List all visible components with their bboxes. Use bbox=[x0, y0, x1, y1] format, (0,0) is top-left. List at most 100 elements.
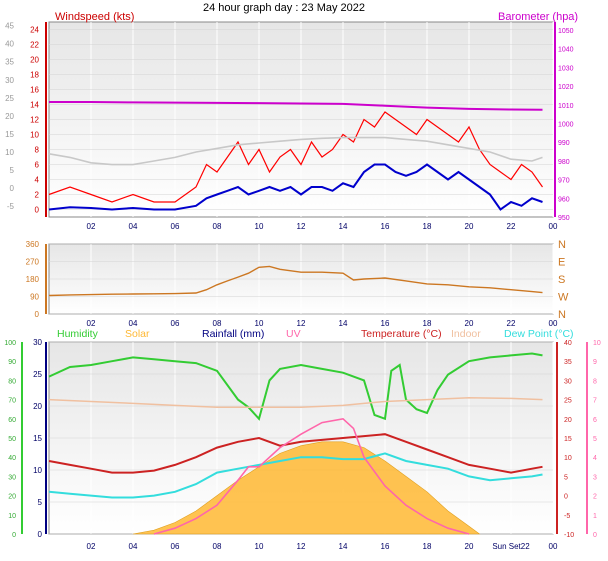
uv-tick-label: 1 bbox=[593, 513, 597, 520]
x-tick-label: 10 bbox=[255, 542, 264, 551]
humidity-tick-label: 0 bbox=[12, 532, 16, 539]
rain-tick-label: 15 bbox=[33, 434, 42, 443]
y-inner-tick-label: 12 bbox=[30, 116, 39, 125]
compass-label: S bbox=[558, 274, 565, 286]
temp-tick-label: 40 bbox=[564, 340, 572, 347]
y-outer-tick-label: 40 bbox=[5, 40, 14, 49]
x-tick-label: 06 bbox=[171, 319, 180, 328]
series-line bbox=[48, 352, 543, 421]
series-line bbox=[48, 163, 543, 211]
uv-tick-label: 8 bbox=[593, 378, 597, 385]
y-right-tick-label: 960 bbox=[558, 196, 570, 203]
y-right-tick-label: 1040 bbox=[558, 47, 574, 54]
y-inner-tick-label: 16 bbox=[30, 86, 39, 95]
y-tick-label: 270 bbox=[26, 258, 40, 267]
humidity-tick-label: 20 bbox=[8, 494, 16, 501]
y-outer-tick-label: 25 bbox=[5, 94, 14, 103]
rain-tick-label: 0 bbox=[38, 530, 43, 539]
humidity-tick-label: 50 bbox=[8, 436, 16, 443]
x-tick-label: 18 bbox=[423, 542, 432, 551]
x-tick-label: 08 bbox=[213, 542, 222, 551]
legend-item: Dew Point (°C) bbox=[504, 328, 574, 340]
x-tick-label: 00 bbox=[549, 542, 558, 551]
x-tick-label: 16 bbox=[381, 542, 390, 551]
x-tick-label: 08 bbox=[213, 319, 222, 328]
humidity-tick-label: 90 bbox=[8, 359, 16, 366]
x-tick-label: 06 bbox=[171, 222, 180, 231]
legend-item: UV bbox=[286, 328, 301, 340]
series-line bbox=[48, 111, 543, 203]
y-inner-tick-label: 4 bbox=[35, 176, 40, 185]
x-tick-label: 00 bbox=[549, 222, 558, 231]
temp-tick-label: 10 bbox=[564, 455, 572, 462]
x-tick-label: 22 bbox=[507, 319, 516, 328]
uv-tick-label: 7 bbox=[593, 398, 597, 405]
series-line bbox=[48, 396, 543, 409]
solar-area bbox=[132, 441, 481, 535]
compass-label: W bbox=[558, 292, 569, 304]
y-inner-tick-label: 24 bbox=[30, 26, 39, 35]
y-right-tick-label: 1030 bbox=[558, 65, 574, 72]
temp-tick-label: -5 bbox=[564, 513, 570, 520]
y-inner-tick-label: 0 bbox=[35, 206, 40, 215]
y-outer-tick-label: 10 bbox=[5, 148, 14, 157]
humidity-tick-label: 80 bbox=[8, 378, 16, 385]
uv-tick-label: 6 bbox=[593, 417, 597, 424]
compass-label: N bbox=[558, 239, 566, 251]
compass-label: E bbox=[558, 257, 565, 269]
rain-tick-label: 10 bbox=[33, 466, 42, 475]
y-inner-tick-label: 14 bbox=[30, 101, 39, 110]
rain-tick-label: 20 bbox=[33, 402, 42, 411]
x-tick-label: 04 bbox=[129, 222, 138, 231]
y-tick-label: 90 bbox=[30, 293, 39, 302]
series-line bbox=[48, 136, 543, 166]
uv-tick-label: 9 bbox=[593, 359, 597, 366]
y-right-tick-label: 980 bbox=[558, 159, 570, 166]
y-outer-tick-label: -5 bbox=[7, 202, 15, 211]
temp-tick-label: 5 bbox=[564, 474, 568, 481]
y-right-tick-label: 950 bbox=[558, 215, 570, 222]
y-outer-tick-label: 30 bbox=[5, 76, 14, 85]
y-right-tick-label: 970 bbox=[558, 178, 570, 185]
series-line bbox=[153, 417, 470, 535]
x-tick-label: 16 bbox=[381, 222, 390, 231]
x-tick-label: 10 bbox=[255, 222, 264, 231]
temp-tick-label: 30 bbox=[564, 378, 572, 385]
y-inner-tick-label: 8 bbox=[35, 146, 40, 155]
humidity-tick-label: 100 bbox=[4, 340, 16, 347]
x-tick-label: 00 bbox=[549, 319, 558, 328]
x-tick-label: 20 bbox=[465, 222, 474, 231]
y-tick-label: 360 bbox=[26, 240, 40, 249]
uv-tick-label: 3 bbox=[593, 474, 597, 481]
temp-tick-label: 20 bbox=[564, 417, 572, 424]
uv-tick-label: 2 bbox=[593, 494, 597, 501]
y-inner-tick-label: 18 bbox=[30, 71, 39, 80]
x-tick-label: 10 bbox=[255, 319, 264, 328]
x-tick-label: 18 bbox=[423, 319, 432, 328]
y-inner-tick-label: 22 bbox=[30, 41, 39, 50]
series-line bbox=[48, 433, 543, 474]
humidity-tick-label: 60 bbox=[8, 417, 16, 424]
x-tick-label: 08 bbox=[213, 222, 222, 231]
humidity-tick-label: 10 bbox=[8, 513, 16, 520]
x-tick-label: 02 bbox=[87, 222, 96, 231]
x-tick-label: 20 bbox=[465, 319, 474, 328]
y-outer-tick-label: 20 bbox=[5, 112, 14, 121]
y-right-tick-label: 1000 bbox=[558, 122, 574, 129]
y-tick-label: 180 bbox=[26, 275, 40, 284]
humidity-tick-label: 70 bbox=[8, 398, 16, 405]
x-tick-label: 02 bbox=[87, 319, 96, 328]
y-inner-tick-label: 20 bbox=[30, 56, 39, 65]
humidity-tick-label: 40 bbox=[8, 455, 16, 462]
x-tick-label: 12 bbox=[297, 222, 306, 231]
x-tick-label: 12 bbox=[297, 319, 306, 328]
windspeed-label: Windspeed (kts) bbox=[55, 11, 134, 23]
x-tick-label: 04 bbox=[129, 542, 138, 551]
x-tick-label: 06 bbox=[171, 542, 180, 551]
rain-tick-label: 25 bbox=[33, 370, 42, 379]
series-line bbox=[48, 452, 543, 499]
uv-tick-label: 5 bbox=[593, 436, 597, 443]
y-right-tick-label: 990 bbox=[558, 140, 570, 147]
x-tick-label: 02 bbox=[87, 542, 96, 551]
